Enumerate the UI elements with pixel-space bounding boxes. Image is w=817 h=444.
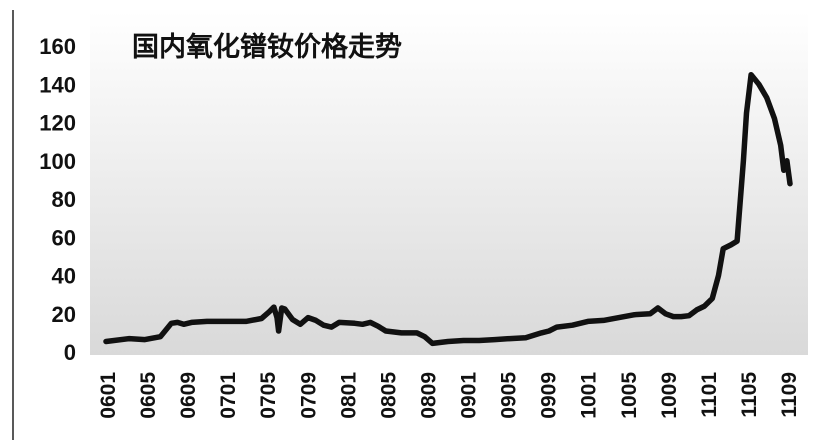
x-tick-label: 0801 xyxy=(337,372,360,419)
chart-title: 国内氧化镨钕价格走势 xyxy=(132,32,402,63)
x-tick-label: 1101 xyxy=(698,372,721,418)
x-tick-label: 0605 xyxy=(137,372,160,419)
y-tick-label: 160 xyxy=(39,34,76,59)
x-tick-label: 1005 xyxy=(618,372,641,419)
x-tick-labels: 0601 0605 0609 0701 0705 0709 0801 0805 0809 0901… xyxy=(97,372,801,419)
x-tick-label: 0601 xyxy=(97,372,120,419)
x-tick-label: 0701 xyxy=(217,372,240,419)
x-tick-label: 1109 xyxy=(778,372,801,418)
x-tick-label: 0809 xyxy=(417,372,440,419)
x-tick-label: 0609 xyxy=(177,372,200,419)
x-tick-label: 1105 xyxy=(738,372,761,418)
x-tick-label: 0901 xyxy=(458,372,481,419)
x-tick-label: 0909 xyxy=(538,372,561,419)
y-tick-labels: 0 20 40 60 80 100 120 140 160 xyxy=(39,34,76,365)
y-tick-label: 100 xyxy=(39,149,76,174)
x-tick-label: 1001 xyxy=(578,372,601,419)
x-tick-label: 0709 xyxy=(297,372,320,419)
y-tick-label: 40 xyxy=(52,264,76,289)
y-tick-label: 20 xyxy=(52,302,76,327)
y-tick-label: 140 xyxy=(39,72,76,97)
x-tick-label: 1009 xyxy=(658,372,681,419)
plot-background xyxy=(90,12,808,355)
x-tick-label: 0705 xyxy=(257,372,280,419)
series-line xyxy=(103,71,793,347)
x-tick-label: 0905 xyxy=(498,372,521,419)
y-tick-label: 0 xyxy=(64,340,76,365)
y-tick-label: 120 xyxy=(39,111,76,136)
y-tick-label: 80 xyxy=(52,187,76,212)
y-tick-label: 60 xyxy=(52,225,76,250)
x-tick-label: 0805 xyxy=(377,372,400,419)
